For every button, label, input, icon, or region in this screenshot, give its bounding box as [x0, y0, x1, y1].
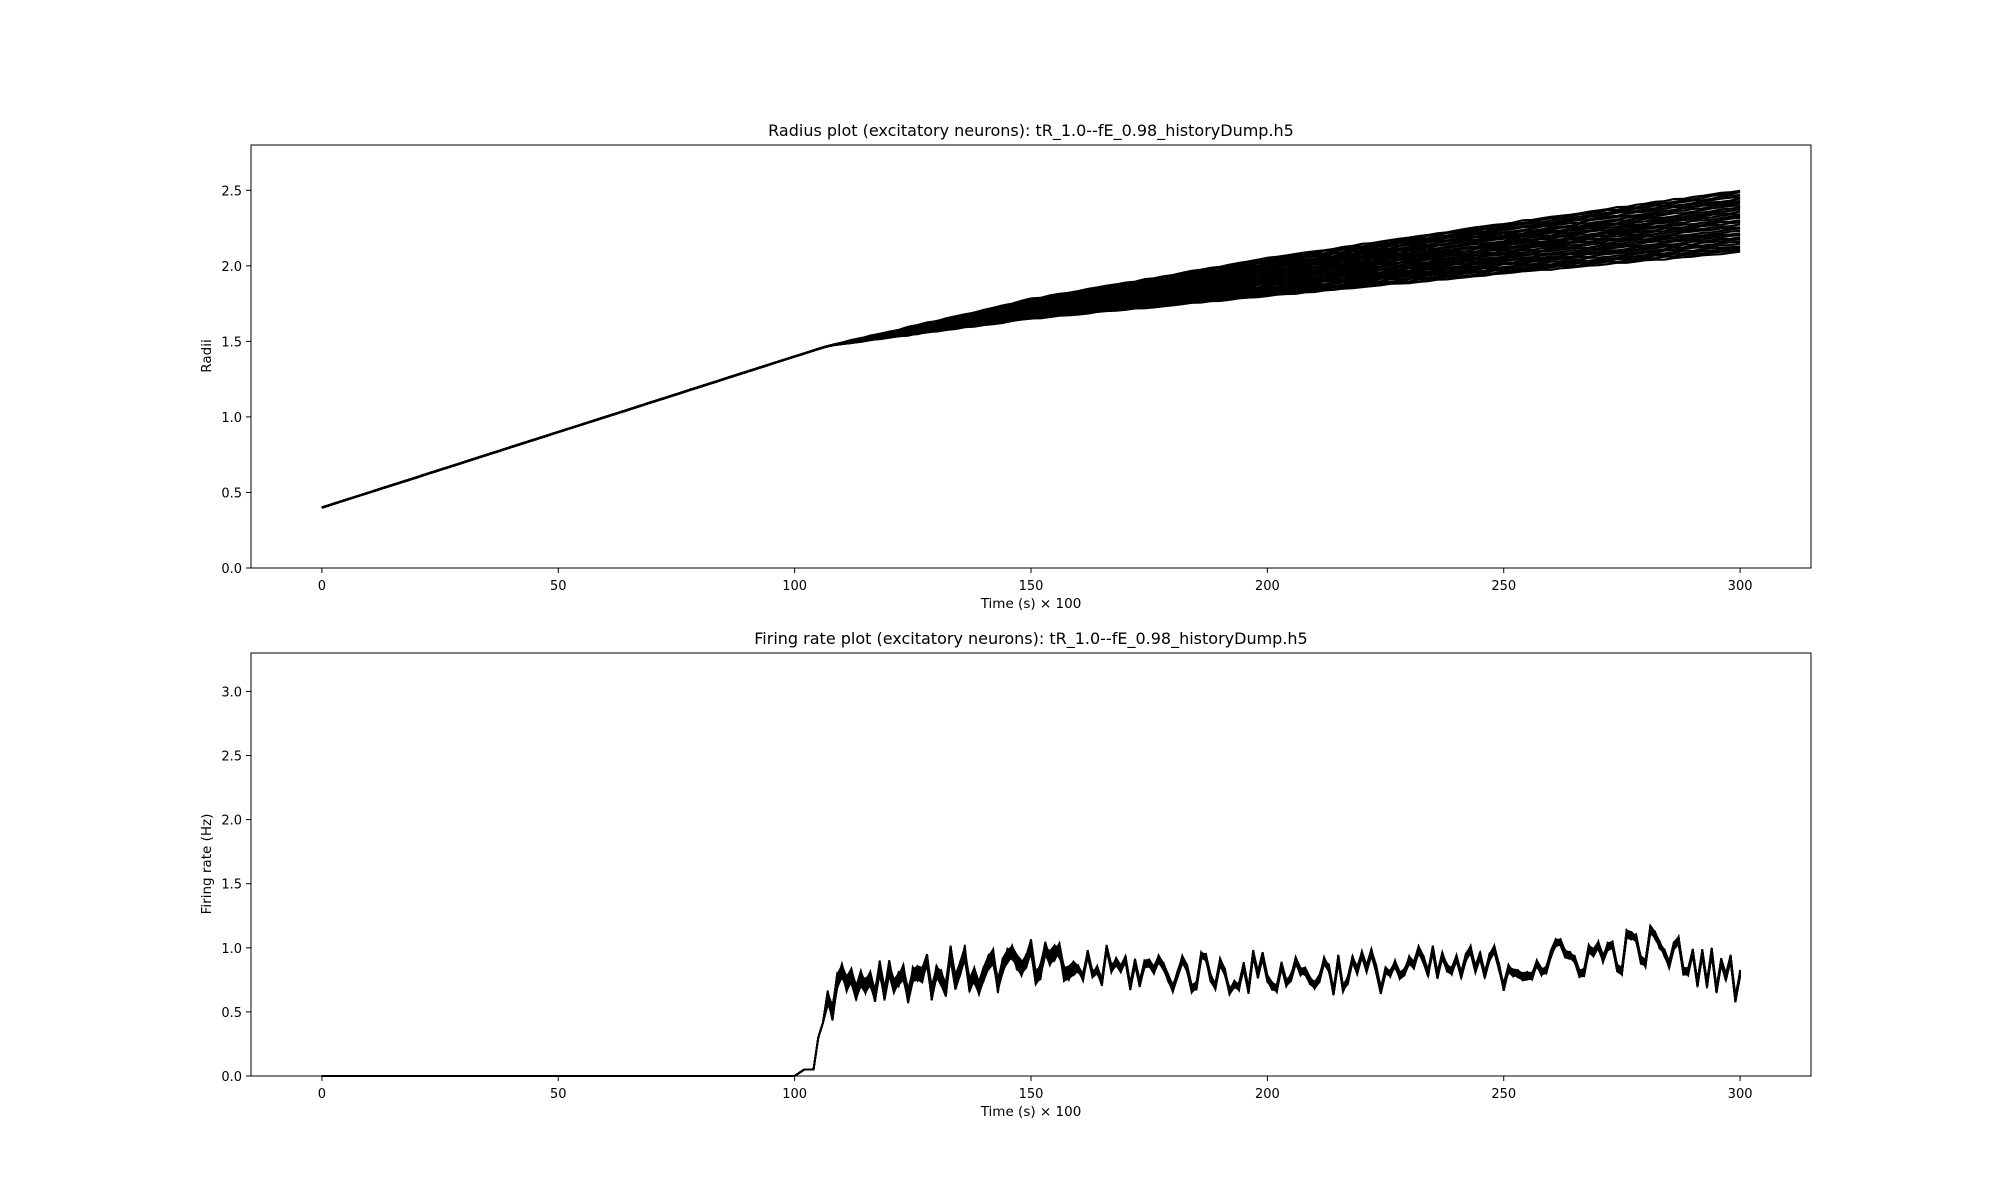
y-tick-label: 2.5 — [221, 184, 242, 199]
y-tick-label: 1.5 — [221, 335, 242, 350]
y-tick-label: 2.0 — [221, 814, 242, 829]
radius-plot-frame — [250, 144, 1812, 569]
radius-plot-panel: Radius plot (excitatory neurons): tR_1.0… — [199, 121, 1812, 612]
x-tick-label: 250 — [1491, 1087, 1516, 1102]
firing-rate-plot-xlabel: Time (s) × 100 — [980, 1104, 1082, 1120]
x-tick-label: 50 — [550, 1087, 567, 1102]
x-tick-label: 100 — [782, 579, 807, 594]
radius-plot-title: Radius plot (excitatory neurons): tR_1.0… — [768, 121, 1294, 141]
y-tick-label: 0.5 — [221, 1006, 242, 1021]
firing-rate-plot-title: Firing rate plot (excitatory neurons): t… — [754, 629, 1307, 649]
x-tick-label: 100 — [782, 1087, 807, 1102]
firing-rate-plot-panel: Firing rate plot (excitatory neurons): t… — [199, 629, 1812, 1120]
y-tick-label: 0.0 — [221, 1070, 242, 1085]
x-tick-label: 150 — [1019, 1087, 1044, 1102]
radius-plot-ticks: 0 50 100 150 200 250 300 0.0 0.5 1.0 1.5 2.0 2.5 — [221, 184, 1752, 594]
y-tick-label: 2.0 — [221, 260, 242, 275]
x-tick-label: 0 — [318, 579, 326, 594]
x-tick-label: 300 — [1728, 579, 1753, 594]
x-tick-label: 200 — [1255, 579, 1280, 594]
x-tick-label: 0 — [318, 1087, 326, 1102]
firing-rate-plot-frame — [250, 652, 1812, 1077]
x-tick-label: 50 — [550, 579, 567, 594]
y-tick-label: 3.0 — [221, 685, 242, 700]
x-tick-label: 300 — [1728, 1087, 1753, 1102]
x-tick-label: 200 — [1255, 1087, 1280, 1102]
y-tick-label: 0.0 — [221, 562, 242, 577]
y-tick-label: 0.5 — [221, 486, 242, 501]
x-tick-label: 150 — [1019, 579, 1044, 594]
radius-plot-ylabel: Radii — [199, 339, 215, 372]
y-tick-label: 1.0 — [221, 411, 242, 426]
radius-plot-series — [321, 189, 1741, 509]
y-tick-label: 2.5 — [221, 750, 242, 765]
firing-rate-plot-ylabel: Firing rate (Hz) — [199, 814, 215, 915]
radius-series-line — [321, 189, 1741, 509]
y-tick-label: 1.5 — [221, 878, 242, 893]
x-tick-label: 250 — [1491, 579, 1516, 594]
firing-rate-plot-ticks: 0 50 100 150 200 250 300 0.0 0.5 1.0 1.5 2.0 2.5 3.0 — [221, 685, 1752, 1102]
radius-plot-xlabel: Time (s) × 100 — [980, 596, 1082, 612]
y-tick-label: 1.0 — [221, 942, 242, 957]
